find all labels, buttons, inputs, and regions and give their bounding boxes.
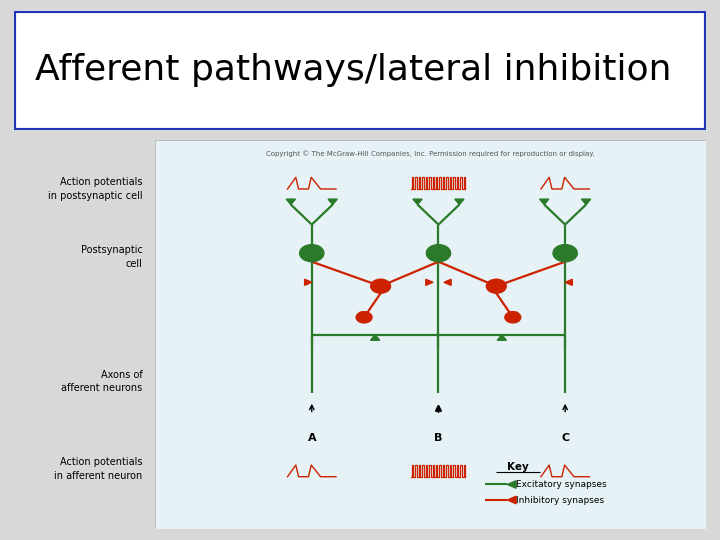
Text: Axons of
afferent neurons: Axons of afferent neurons — [61, 370, 143, 393]
Polygon shape — [413, 199, 422, 205]
Text: Postsynaptic
cell: Postsynaptic cell — [81, 246, 143, 268]
Circle shape — [426, 245, 451, 262]
Circle shape — [487, 279, 506, 293]
Polygon shape — [508, 481, 516, 488]
Polygon shape — [426, 279, 433, 285]
Text: Excitatory synapses: Excitatory synapses — [516, 480, 606, 489]
Text: Copyright © The McGraw-Hill Companies, Inc. Permission required for reproduction: Copyright © The McGraw-Hill Companies, I… — [266, 150, 595, 157]
Polygon shape — [565, 279, 572, 285]
Text: C: C — [561, 433, 570, 443]
Text: Action potentials
in afferent neuron: Action potentials in afferent neuron — [54, 457, 143, 481]
Polygon shape — [508, 496, 516, 504]
Polygon shape — [444, 279, 451, 285]
Polygon shape — [360, 312, 369, 318]
Text: Afferent pathways/lateral inhibition: Afferent pathways/lateral inhibition — [35, 53, 672, 87]
Circle shape — [371, 279, 390, 293]
Polygon shape — [287, 199, 295, 205]
Text: B: B — [434, 433, 443, 443]
Polygon shape — [508, 312, 517, 318]
Text: Action potentials
in postsynaptic cell: Action potentials in postsynaptic cell — [48, 178, 143, 200]
Text: A: A — [307, 433, 316, 443]
Circle shape — [356, 312, 372, 323]
FancyBboxPatch shape — [155, 140, 706, 529]
Circle shape — [300, 245, 324, 262]
Polygon shape — [371, 335, 379, 340]
Polygon shape — [455, 199, 464, 205]
Text: Key: Key — [508, 462, 529, 472]
Text: Inhibitory synapses: Inhibitory synapses — [516, 496, 603, 504]
Polygon shape — [582, 199, 590, 205]
Polygon shape — [539, 199, 549, 205]
Polygon shape — [328, 199, 338, 205]
Circle shape — [553, 245, 577, 262]
FancyBboxPatch shape — [14, 11, 706, 130]
Circle shape — [505, 312, 521, 323]
Polygon shape — [498, 335, 506, 340]
Polygon shape — [305, 279, 312, 285]
